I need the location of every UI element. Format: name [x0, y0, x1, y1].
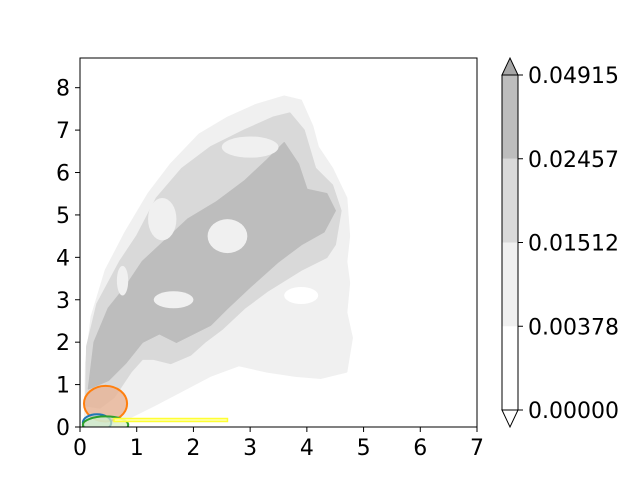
contour-bands [83, 95, 353, 427]
colorbar-tick-label: 0.00000 [528, 399, 619, 424]
y-tick-label: 7 [56, 119, 70, 144]
colorbar-segment-3 [502, 75, 518, 159]
contour-hole-5 [284, 287, 319, 304]
overlay-ellipses [81, 384, 229, 427]
y-tick-label: 1 [56, 374, 70, 399]
x-axis: 0 1 2 3 4 5 6 7 [73, 427, 484, 461]
contour-hole-4 [221, 136, 279, 158]
colorbar-tick-label: 0.00378 [528, 315, 619, 340]
x-tick-label: 2 [186, 436, 200, 461]
x-tick-label: 7 [470, 436, 484, 461]
y-tick-label: 2 [56, 331, 70, 356]
colorbar-tick-label: 0.02457 [528, 148, 619, 173]
y-tick-label: 8 [56, 77, 70, 102]
y-tick-label: 4 [56, 246, 70, 271]
colorbar-segment-2 [502, 158, 518, 243]
contour-band-3-0 [87, 142, 336, 390]
x-tick-label: 0 [73, 436, 87, 461]
x-tick-label: 5 [357, 436, 371, 461]
contour-hole-2 [207, 219, 248, 254]
x-tick-label: 1 [130, 436, 144, 461]
x-tick-label: 3 [243, 436, 257, 461]
x-tick-label: 4 [300, 436, 314, 461]
colorbar-tick-label: 0.04915 [528, 64, 619, 89]
overlay-band-3 [113, 417, 229, 423]
x-tick-label: 6 [413, 436, 427, 461]
contour-hole-3 [148, 197, 177, 241]
contour-hole-1 [153, 291, 194, 309]
colorbar: 0.00000 0.00378 0.01512 0.02457 0.04915 [501, 56, 619, 429]
y-tick-label: 3 [56, 289, 70, 314]
contour-hole-0 [116, 265, 129, 296]
y-tick-label: 5 [56, 204, 70, 229]
y-axis: 0 1 2 3 4 5 6 7 8 [56, 77, 80, 441]
y-tick-label: 6 [56, 162, 70, 187]
plot-frame [79, 57, 478, 428]
colorbar-segment-1 [502, 242, 518, 327]
colorbar-extend-min [501, 409, 519, 429]
colorbar-segment-0 [502, 326, 518, 410]
colorbar-tick-label: 0.01512 [528, 232, 619, 257]
colorbar-extend-max [501, 56, 519, 76]
y-tick-label: 0 [56, 416, 70, 441]
